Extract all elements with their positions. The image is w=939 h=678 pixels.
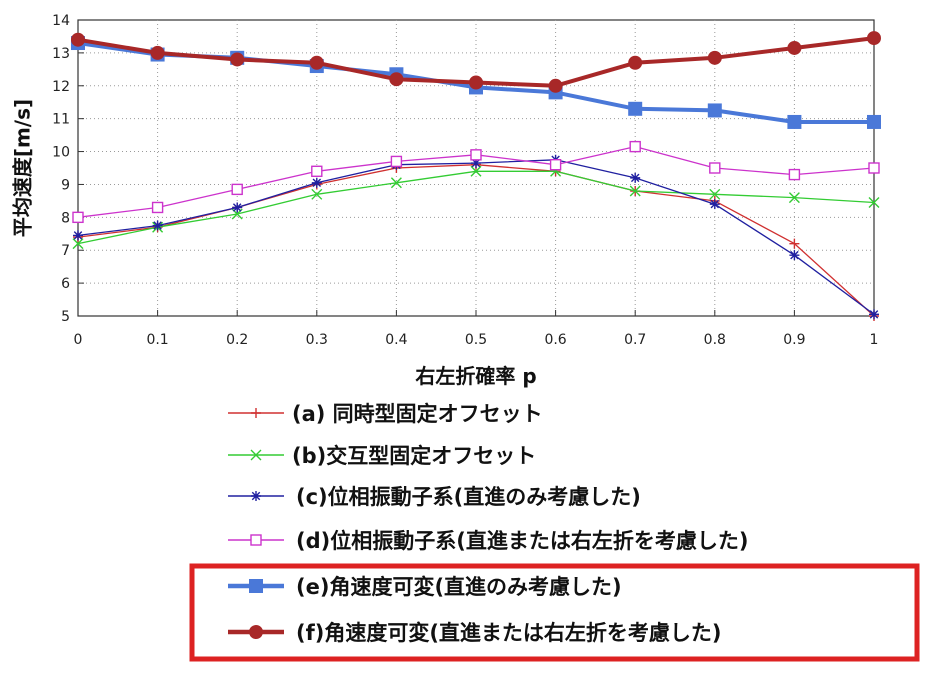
data-point (707, 50, 722, 65)
data-point (311, 165, 323, 177)
y-axis-label: 平均速度[m/s] (11, 99, 35, 237)
data-point (629, 140, 641, 153)
data-point (250, 534, 262, 546)
y-tick-label: 6 (61, 276, 70, 292)
y-tick-label: 13 (52, 46, 70, 62)
x-tick-label: 0.1 (146, 332, 168, 348)
data-point (231, 183, 243, 196)
data-point (628, 101, 643, 116)
data-point (390, 177, 402, 189)
data-point (251, 408, 261, 418)
series-group (71, 31, 881, 321)
data-point (470, 165, 482, 177)
x-tick-label: 1 (870, 332, 879, 348)
data-point (71, 32, 85, 47)
data-point (389, 72, 404, 87)
legend: (a) 同時型固定オフセット (b)交互型固定オフセット (c)位相振動子系(直進の… (228, 402, 748, 645)
x-tick-label: 0.8 (704, 332, 726, 348)
x-tick-label: 0.9 (783, 332, 805, 348)
data-point (311, 177, 322, 188)
data-point (249, 625, 263, 639)
data-point (470, 149, 482, 161)
data-point (868, 162, 880, 174)
data-point (628, 55, 643, 70)
data-point (232, 202, 243, 213)
y-tick-label: 12 (52, 79, 70, 95)
data-point (868, 197, 880, 209)
data-point (72, 238, 84, 250)
data-point (250, 449, 262, 461)
data-point (251, 491, 261, 501)
y-tick-label: 10 (52, 145, 70, 161)
data-point (867, 31, 881, 46)
data-point (549, 159, 562, 171)
y-tick-label: 8 (61, 210, 70, 226)
legend-item: (b)交互型固定オフセット (228, 444, 536, 468)
data-point (787, 40, 802, 55)
legend-label: (c)位相振動子系(直進のみ考慮した) (296, 485, 641, 509)
legend-label: (b)交互型固定オフセット (292, 444, 536, 468)
x-tick-label: 0.5 (465, 332, 487, 348)
y-tick-label: 7 (61, 243, 70, 259)
x-tick-label: 0.6 (544, 332, 566, 348)
legend-item: (c)位相振動子系(直進のみ考慮した) (228, 485, 641, 509)
data-point (150, 45, 165, 60)
y-tick-label: 11 (52, 112, 70, 128)
x-tick-label: 0.4 (385, 332, 407, 348)
data-point (788, 168, 801, 181)
data-point (311, 188, 323, 200)
legend-label: (e)角速度可変(直進のみ考慮した) (296, 575, 622, 599)
legend-item: (e)角速度可変(直進のみ考慮した) (228, 575, 622, 599)
legend-item: (a) 同時型固定オフセット (228, 402, 543, 426)
legend-item: (f)角速度可変(直進または右左折を考慮した) (228, 621, 722, 645)
data-point (789, 250, 800, 261)
data-point (469, 75, 483, 90)
data-point (789, 238, 800, 249)
data-point (709, 188, 721, 200)
data-point (73, 230, 83, 241)
data-point (787, 114, 802, 129)
legend-label: (f)角速度可変(直進または右左折を考慮した) (296, 621, 722, 645)
data-point (548, 78, 563, 93)
data-point (471, 158, 481, 169)
legend-label: (a) 同時型固定オフセット (292, 402, 543, 426)
highlight-box (189, 563, 920, 662)
x-tick-label: 0.3 (306, 332, 328, 348)
x-tick-label: 0.7 (624, 332, 646, 348)
legend-label: (d)位相振動子系(直進または右左折を考慮した) (296, 529, 748, 553)
data-point (151, 201, 164, 214)
x-tick-label: 0.2 (226, 332, 248, 348)
y-axis-ticks: 5 6 7 8 9 10 11 12 13 14 (52, 13, 84, 325)
data-point (630, 172, 641, 183)
series-d (72, 140, 880, 224)
data-point (309, 55, 324, 70)
data-point (709, 162, 721, 174)
x-axis-ticks: 0 0.1 0.2 0.3 0.4 0.5 0.6 0.7 0.8 0.9 1 (74, 310, 879, 348)
data-point (709, 199, 720, 210)
x-axis-label: 右左折確率 p (415, 364, 536, 388)
data-point (869, 309, 879, 320)
y-tick-label: 14 (52, 13, 70, 29)
data-point (867, 114, 881, 129)
x-tick-label: 0 (74, 332, 83, 348)
legend-item: (d)位相振動子系(直進または右左折を考慮した) (228, 529, 748, 553)
data-point (230, 52, 245, 67)
y-tick-label: 5 (61, 309, 70, 325)
series-f (71, 31, 881, 93)
data-point (390, 155, 403, 168)
data-point (707, 103, 722, 118)
data-point (249, 579, 263, 593)
data-point (788, 192, 800, 204)
data-point (152, 220, 163, 231)
y-tick-label: 9 (61, 177, 70, 193)
data-point (629, 185, 641, 197)
data-point (72, 211, 84, 224)
